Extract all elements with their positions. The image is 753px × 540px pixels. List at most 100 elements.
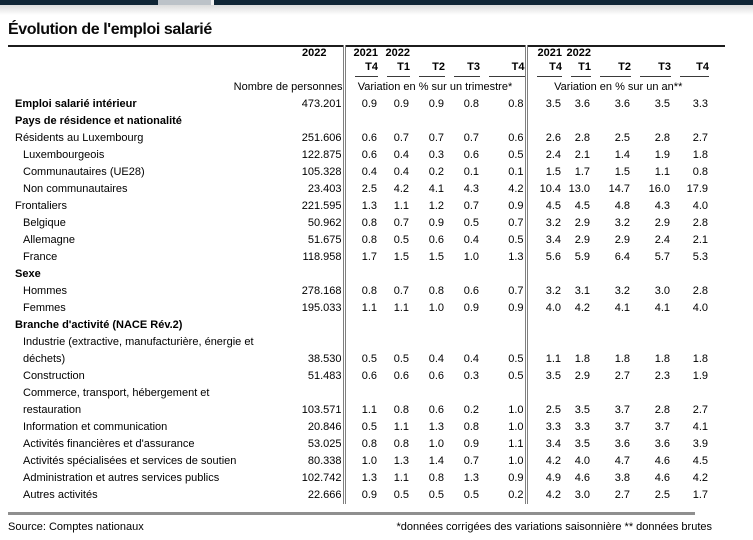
an-value: 4.3 (654, 200, 670, 212)
trimestre-year: 2021 (342, 46, 378, 60)
trimestre-value (480, 385, 526, 402)
spacer-cell (709, 96, 725, 113)
an-value (524, 334, 562, 351)
row-label: Allemagne (23, 234, 75, 246)
an-value (591, 266, 631, 283)
row-label: déchets) (23, 353, 66, 365)
spacer-cell (709, 419, 725, 436)
an-value: 3.3 (574, 421, 590, 433)
row-number: 53.025 (307, 438, 342, 450)
trimestre-value: 0.8 (508, 98, 524, 110)
table-row: Commerce, transport, hébergement et (8, 385, 725, 402)
spacer-cell (709, 164, 725, 181)
row-number: 23.403 (307, 183, 342, 195)
row-label: Frontaliers (15, 200, 67, 212)
an-value: 3.6 (574, 98, 590, 110)
empty-cell (591, 46, 631, 60)
trimestre-value: 1.2 (428, 200, 444, 212)
trimestre-value (410, 334, 445, 351)
trimestre-value: 1.1 (508, 438, 524, 450)
trimestre-value: 0.9 (342, 487, 378, 504)
trimestre-value: 0.2 (463, 404, 479, 416)
an-value: 4.2 (524, 453, 562, 470)
row-label: Femmes (23, 302, 66, 314)
quarter-header: T4 (671, 60, 709, 77)
empty-cell (445, 46, 480, 60)
an-value: 3.6 (614, 438, 630, 450)
trimestre-value (410, 385, 445, 402)
an-value: 3.8 (614, 472, 630, 484)
an-value: 2.9 (574, 234, 590, 246)
an-value: 3.1 (574, 285, 590, 297)
trimestre-value: 1.3 (463, 472, 479, 484)
empty-cell (671, 46, 709, 60)
an-value: 3.5 (574, 404, 590, 416)
an-value: 2.1 (692, 234, 708, 246)
row-label: Branche d'activité (NACE Rév.2) (15, 319, 183, 331)
trimestre-value: 0.1 (508, 166, 524, 178)
trimestre-value (445, 317, 480, 334)
trimestre-value: 1.1 (342, 402, 378, 419)
row-number: 195.033 (301, 302, 342, 314)
row-number (230, 266, 344, 283)
trimestre-value: 1.1 (393, 302, 409, 314)
trimestre-value: 0.8 (393, 404, 409, 416)
trimestre-value (480, 266, 526, 283)
trimestre-value: 0.8 (342, 215, 378, 232)
an-year: 2022 (566, 47, 591, 59)
row-number: 51.675 (307, 234, 342, 246)
row-label: Activités spécialisées et services de so… (23, 455, 237, 467)
spacer-cell (709, 215, 725, 232)
an-value: 2.7 (614, 370, 630, 382)
trimestre-value: 1.0 (428, 438, 444, 450)
an-value: 3.3 (524, 419, 562, 436)
trimestre-value: 0.9 (463, 302, 479, 314)
trimestre-value: 0.8 (342, 232, 378, 249)
trimestre-value: 4.2 (393, 183, 409, 195)
an-value: 3.6 (614, 98, 630, 110)
an-value: 3.9 (692, 438, 708, 450)
spacer-cell (709, 436, 725, 453)
an-value: 2.8 (654, 132, 670, 144)
trimestre-value: 0.6 (393, 370, 409, 382)
trimestre-value: 0.5 (393, 234, 409, 246)
trimestre-value (342, 266, 378, 283)
an-value: 3.2 (614, 217, 630, 229)
trimestre-value: 0.5 (508, 370, 524, 382)
an-value (631, 385, 671, 402)
an-value: 3.0 (574, 489, 590, 501)
spacer-cell (709, 453, 725, 470)
row-label: Emploi salarié intérieur (15, 98, 137, 110)
table-footer: Source: Comptes nationaux *données corri… (8, 520, 712, 534)
trimestre-value: 0.8 (428, 285, 444, 297)
an-value (631, 317, 671, 334)
spacer-cell (709, 334, 725, 351)
trimestre-value: 0.5 (393, 489, 409, 501)
trimestre-value (445, 266, 480, 283)
an-value: 3.5 (524, 368, 562, 385)
quarter-header: T3 (631, 60, 671, 77)
trimestre-value: 0.9 (428, 217, 444, 229)
trimestre-value: 1.1 (393, 200, 409, 212)
an-value: 1.9 (654, 149, 670, 161)
trimestre-value (410, 317, 445, 334)
row-number: 22.666 (307, 489, 342, 501)
trimestre-value (342, 113, 378, 130)
trimestre-value (378, 113, 410, 130)
row-label: Information et communication (23, 421, 168, 433)
trimestre-value (378, 385, 410, 402)
table-row: Frontaliers 221.595 1.3 1.1 1.2 0.7 0.9 4.5 4.5 4… (8, 198, 725, 215)
table-row: Construction 51.483 0.6 0.6 0.6 0.3 0.5 3.5 2.9 2… (8, 368, 725, 385)
an-value: 17.9 (686, 183, 708, 195)
table-row: Information et communication 20.846 0.5 1.1… (8, 419, 725, 436)
an-value: 4.6 (654, 455, 670, 467)
trimestre-value: 0.7 (428, 132, 444, 144)
trimestre-value: 1.1 (393, 472, 409, 484)
an-value: 3.3 (692, 98, 708, 110)
an-value (591, 334, 631, 351)
number-col-caption: Nombre de personnes (233, 81, 343, 93)
an-value (562, 334, 591, 351)
trimestre-value: 0.4 (393, 166, 409, 178)
an-value (591, 113, 631, 130)
trimestre-value: 1.0 (508, 455, 524, 467)
